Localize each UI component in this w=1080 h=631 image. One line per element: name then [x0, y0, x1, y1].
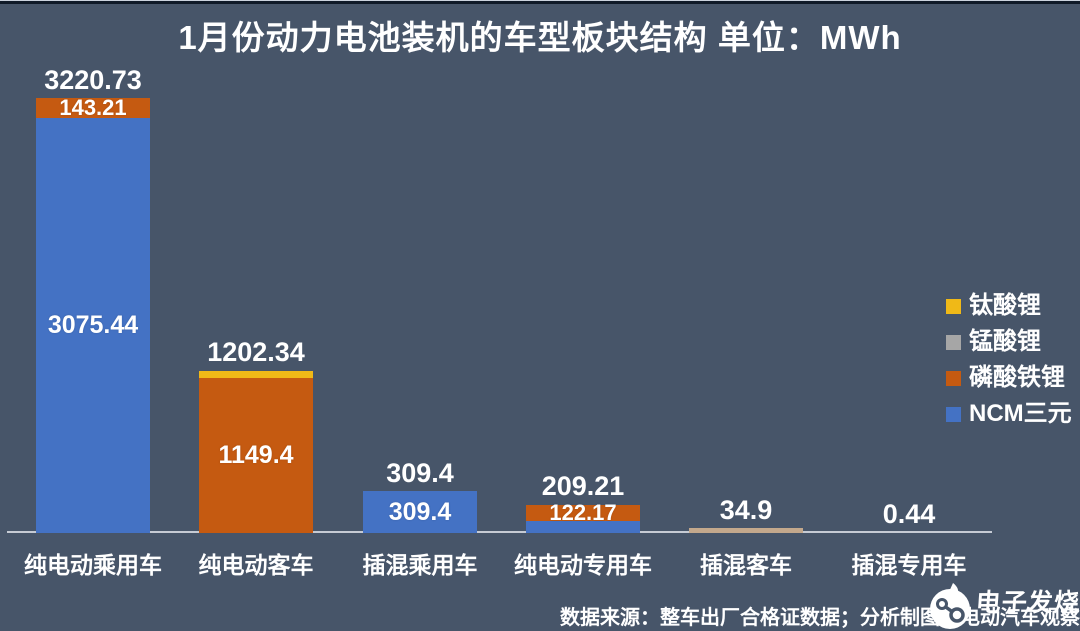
- bar-纯电动客车: 1149.4: [199, 370, 313, 533]
- legend-item-锰酸锂: 锰酸锂: [946, 328, 1072, 355]
- elecfans-logo-icon: [930, 583, 970, 629]
- bar-segment-磷酸铁锂: 143.21: [36, 94, 150, 120]
- chart-legend: 钛酸锂锰酸锂磷酸铁锂 NCM三元: [946, 292, 1072, 439]
- top-dark-border: [0, 1, 1080, 4]
- legend-swatch-icon: [946, 298, 961, 314]
- bar-segment-NCM三元: [526, 521, 640, 533]
- legend-item-NCM三元: NCM三元: [946, 400, 1072, 427]
- bar-segment-钛酸锂: [199, 370, 313, 378]
- bar-total-label: 1202.34: [207, 336, 305, 367]
- segment-value-label: 143.21: [59, 94, 127, 120]
- segment-value-label: 1149.4: [218, 440, 294, 469]
- bar-segment-NCM三元: 309.4: [363, 491, 477, 533]
- x-axis-label-纯电动专用车: 纯电动专用车: [514, 552, 652, 578]
- legend-swatch-icon: [946, 334, 961, 350]
- segment-value-label: 3075.44: [47, 310, 139, 339]
- x-axis-label-插混专用车: 插混专用车: [851, 552, 967, 578]
- top-hairline: [0, 0, 1080, 1]
- bar-segment-NCM三元: 3075.44: [36, 117, 150, 533]
- chart-title: 1月份动力电池装机的车型板块结构 单位：MWh: [178, 19, 902, 56]
- bar-segment-磷酸铁锂: 1149.4: [199, 377, 313, 533]
- bar-插混乘用车: 309.4: [363, 491, 477, 533]
- x-axis-label-纯电动客车: 纯电动客车: [198, 552, 314, 578]
- legend-swatch-icon: [946, 406, 961, 422]
- legend-label: 磷酸铁锂: [969, 364, 1065, 391]
- bar-segment-插混客车: [689, 528, 803, 533]
- legend-swatch-icon: [946, 370, 961, 386]
- x-axis-line: [7, 531, 992, 533]
- watermark-brand-text: 电子发烧友: [974, 589, 1080, 617]
- bar-total-label: 209.21: [541, 471, 625, 502]
- bar-纯电动乘用车: 3075.44 143.21: [36, 94, 150, 533]
- legend-item-磷酸铁锂: 磷酸铁锂: [946, 364, 1072, 391]
- segment-value-label: 309.4: [388, 497, 452, 526]
- bar-total-label: 34.9: [719, 494, 773, 525]
- x-axis-label-插混乘用车: 插混乘用车: [362, 552, 478, 578]
- watermark: 电子发烧友: [926, 578, 1080, 631]
- legend-label: 锰酸锂: [969, 328, 1041, 355]
- bar-segment-磷酸铁锂: 122.17: [526, 500, 640, 525]
- legend-label: 钛酸锂: [969, 292, 1041, 319]
- bar-total-label: 3220.73: [44, 64, 142, 95]
- legend-item-钛酸锂: 钛酸锂: [946, 292, 1072, 319]
- bar-total-label: 309.4: [386, 457, 454, 488]
- legend-label: NCM三元: [969, 400, 1072, 427]
- bar-纯电动专用车: 122.17: [526, 500, 640, 533]
- segment-value-label: 122.17: [549, 500, 617, 525]
- bar-total-label: 0.44: [882, 499, 936, 530]
- x-axis-label-插混客车: 插混客车: [700, 552, 792, 578]
- bar-插混客车: [689, 528, 803, 533]
- x-axis-label-纯电动乘用车: 纯电动乘用车: [24, 552, 162, 578]
